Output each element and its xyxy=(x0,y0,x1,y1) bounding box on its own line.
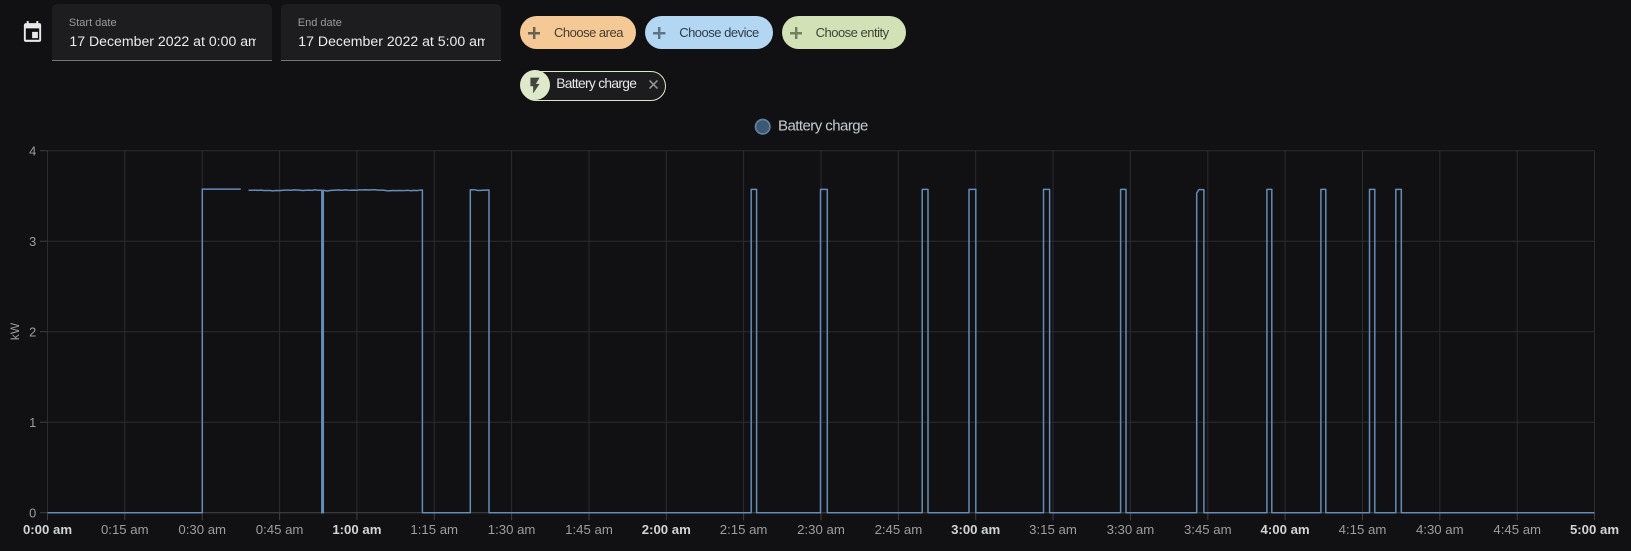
svg-text:0:00 am: 0:00 am xyxy=(23,522,72,537)
svg-text:0:15 am: 0:15 am xyxy=(101,522,149,537)
svg-text:Battery charge: Battery charge xyxy=(778,117,868,134)
svg-text:2:45 am: 2:45 am xyxy=(875,522,923,537)
svg-text:1:30 am: 1:30 am xyxy=(488,522,536,537)
svg-text:4:45 am: 4:45 am xyxy=(1493,522,1541,537)
svg-text:3:15 am: 3:15 am xyxy=(1029,522,1077,537)
svg-text:4:15 am: 4:15 am xyxy=(1339,522,1387,537)
svg-text:0:30 am: 0:30 am xyxy=(178,522,226,537)
svg-text:kW: kW xyxy=(8,322,22,340)
svg-text:3:00 am: 3:00 am xyxy=(951,522,1000,537)
svg-text:4:00 am: 4:00 am xyxy=(1261,522,1310,537)
svg-text:3:30 am: 3:30 am xyxy=(1107,522,1155,537)
svg-text:2:30 am: 2:30 am xyxy=(797,522,845,537)
svg-text:3:45 am: 3:45 am xyxy=(1184,522,1232,537)
svg-text:1: 1 xyxy=(29,415,36,430)
svg-text:0:45 am: 0:45 am xyxy=(256,522,304,537)
svg-text:4: 4 xyxy=(29,143,36,158)
svg-text:1:45 am: 1:45 am xyxy=(565,522,613,537)
svg-text:2: 2 xyxy=(29,324,36,339)
svg-text:1:15 am: 1:15 am xyxy=(410,522,458,537)
svg-text:2:15 am: 2:15 am xyxy=(720,522,768,537)
svg-text:1:00 am: 1:00 am xyxy=(332,522,381,537)
svg-text:5:00 am: 5:00 am xyxy=(1570,522,1619,537)
svg-text:0: 0 xyxy=(29,505,36,520)
svg-text:2:00 am: 2:00 am xyxy=(642,522,691,537)
svg-text:4:30 am: 4:30 am xyxy=(1416,522,1464,537)
svg-text:3: 3 xyxy=(29,234,36,249)
